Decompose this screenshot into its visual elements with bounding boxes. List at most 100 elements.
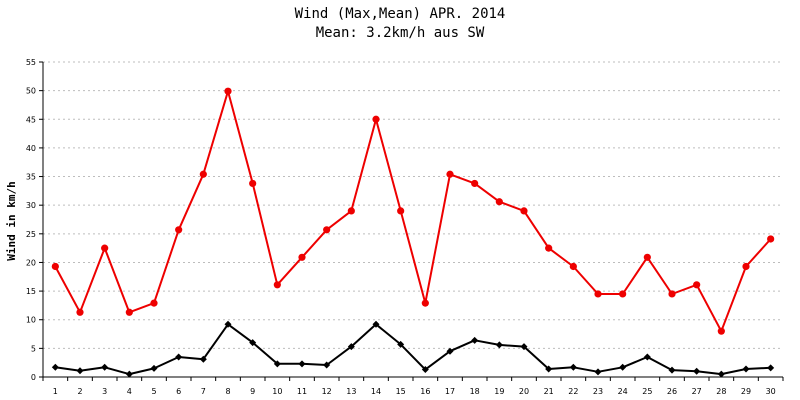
x-tick-label: 17 — [445, 387, 455, 396]
x-tick-label: 28 — [716, 387, 726, 396]
data-point-max — [471, 179, 479, 188]
grid — [43, 61, 783, 349]
x-tick-label: 10 — [272, 387, 282, 396]
series-layer — [51, 87, 775, 378]
y-ticks: 0 5 10 15 20 25 30 35 40 45 50 55 — [26, 58, 43, 382]
data-point-mean — [421, 366, 429, 374]
data-point-mean — [76, 367, 84, 375]
data-point-max — [643, 253, 651, 261]
data-point-mean — [495, 341, 503, 349]
data-point-max — [520, 207, 528, 215]
data-point-max — [199, 170, 207, 178]
data-point-max — [150, 299, 158, 307]
x-tick-label: 16 — [420, 387, 430, 396]
series-line-max — [54, 90, 772, 333]
chart-title: Wind (Max,Mean) APR. 2014 — [295, 6, 506, 22]
y-tick-label: 0 — [31, 373, 36, 382]
data-point-max — [545, 244, 553, 252]
data-point-mean — [249, 339, 257, 347]
data-point-max — [175, 226, 183, 234]
data-point-max — [298, 253, 306, 261]
data-point-mean — [397, 340, 405, 348]
y-tick-label: 5 — [31, 344, 36, 353]
data-point-max — [594, 290, 602, 298]
series-line-mean — [55, 323, 771, 376]
x-tick-label: 3 — [102, 387, 107, 396]
data-point-mean — [273, 360, 281, 368]
y-tick-label: 50 — [26, 87, 36, 96]
x-tick-label: 13 — [346, 387, 356, 396]
data-point-mean — [545, 365, 553, 373]
data-point-max — [421, 299, 429, 307]
x-tick-label: 27 — [692, 387, 702, 396]
data-point-mean — [372, 320, 380, 328]
x-tick-label: 12 — [322, 387, 332, 396]
x-tick-label: 20 — [519, 387, 529, 396]
data-point-max — [372, 115, 380, 123]
data-point-max — [619, 290, 627, 298]
data-point-max — [397, 207, 405, 215]
data-point-max — [101, 244, 109, 252]
data-point-max — [693, 281, 701, 289]
data-point-max — [767, 235, 775, 243]
x-tick-label: 19 — [494, 387, 504, 396]
x-ticks: 1 2 3 4 5 6 7 8 9 10 11 12 13 14 15 16 17 18 19 20 21 22 23 24 2… — [42, 377, 784, 396]
data-point-mean — [51, 363, 59, 371]
x-tick-label: 2 — [77, 387, 82, 396]
y-tick-label: 15 — [26, 287, 36, 296]
data-point-max — [347, 207, 355, 215]
x-tick-label: 18 — [470, 387, 480, 396]
x-tick-label: 30 — [766, 387, 776, 396]
data-point-max — [125, 308, 133, 316]
y-tick-label: 40 — [26, 144, 36, 153]
x-tick-label: 26 — [667, 387, 677, 396]
y-tick-label: 35 — [26, 173, 36, 182]
y-tick-label: 30 — [26, 201, 36, 210]
data-point-mean — [742, 365, 750, 373]
data-point-mean — [199, 355, 207, 363]
x-tick-label: 8 — [225, 387, 230, 396]
data-point-max — [273, 281, 281, 289]
y-tick-label: 45 — [26, 115, 36, 124]
data-point-max — [446, 170, 454, 178]
data-point-mean — [446, 347, 454, 355]
x-tick-label: 5 — [151, 387, 156, 396]
data-point-mean — [668, 366, 676, 374]
data-point-mean — [693, 367, 701, 375]
x-tick-label: 9 — [250, 387, 255, 396]
data-point-mean — [298, 360, 306, 368]
data-point-mean — [569, 363, 577, 371]
data-point-mean — [471, 336, 479, 344]
data-point-max — [323, 226, 331, 234]
data-point-max — [495, 198, 503, 206]
data-point-mean — [619, 363, 627, 371]
y-tick-label: 55 — [26, 58, 36, 67]
data-point-mean — [594, 368, 602, 376]
data-point-mean — [224, 320, 232, 328]
data-point-max — [249, 179, 257, 188]
data-point-mean — [643, 353, 651, 361]
data-point-mean — [347, 343, 355, 351]
x-tick-label: 1 — [53, 387, 58, 396]
y-axis-label: Wind in km/h — [5, 181, 18, 260]
data-point-max — [717, 327, 725, 335]
x-tick-label: 21 — [544, 387, 554, 396]
data-point-mean — [717, 370, 725, 378]
chart-subtitle: Mean: 3.2km/h aus SW — [316, 25, 485, 41]
data-point-mean — [101, 363, 109, 371]
data-point-mean — [323, 361, 331, 369]
data-point-mean — [125, 370, 133, 378]
x-tick-label: 22 — [568, 387, 578, 396]
data-point-mean — [175, 353, 183, 361]
data-point-mean — [767, 364, 775, 372]
x-tick-label: 29 — [741, 387, 751, 396]
axes — [42, 62, 783, 378]
x-tick-label: 15 — [396, 387, 406, 396]
data-point-max — [742, 262, 750, 271]
x-tick-label: 11 — [297, 387, 307, 396]
data-point-mean — [150, 364, 158, 372]
data-point-max — [224, 87, 232, 95]
data-point-max — [569, 262, 577, 271]
data-point-max — [51, 262, 59, 271]
